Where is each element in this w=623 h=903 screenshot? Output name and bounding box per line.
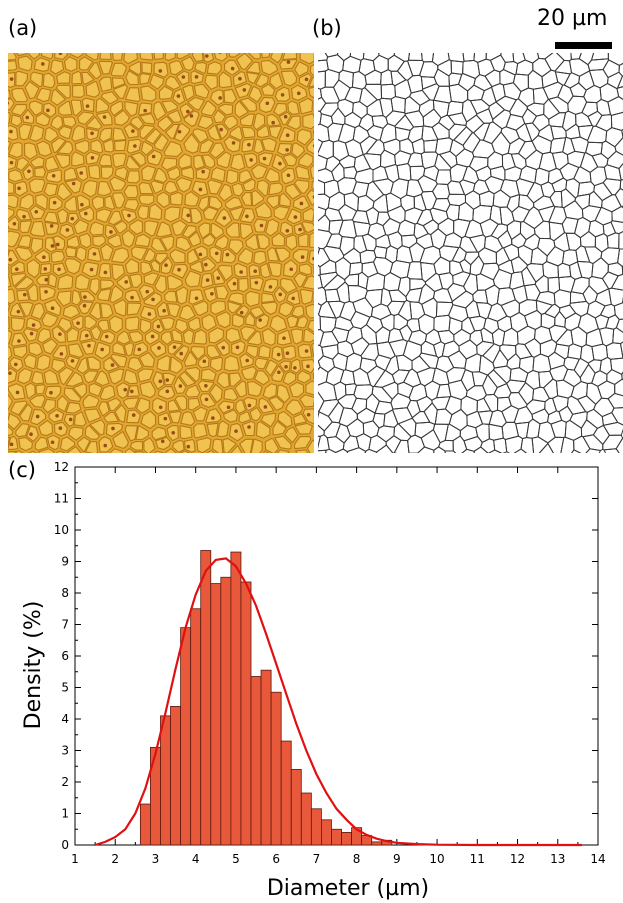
histogram-bar [170, 705, 182, 846]
voronoi-tessellation [318, 53, 623, 453]
panel-label-a: (a) [8, 16, 38, 40]
panel-label-c: (c) [8, 458, 36, 482]
y-tick-label: 5 [61, 681, 69, 695]
histogram-bar [280, 740, 292, 846]
x-tick-label: 8 [353, 852, 361, 866]
x-tick-label: 14 [590, 852, 605, 866]
x-tick-label: 1 [71, 852, 79, 866]
histogram-bar [160, 715, 171, 846]
scale-bar-label: 20 µm [537, 6, 608, 31]
y-tick-label: 9 [61, 555, 69, 569]
x-tick-label: 13 [550, 852, 565, 866]
histogram-bar [300, 792, 312, 846]
histogram-bar [341, 831, 352, 846]
histogram-bar [270, 691, 282, 846]
histogram-bar [310, 808, 322, 846]
x-tick-label: 4 [192, 852, 200, 866]
optical-micrograph [8, 53, 314, 453]
histogram-bar [210, 583, 222, 846]
y-tick-label: 2 [61, 775, 69, 789]
histogram-bar [200, 550, 212, 846]
x-tick-label: 5 [232, 852, 240, 866]
x-tick-label: 3 [152, 852, 160, 866]
y-tick-label: 4 [61, 712, 69, 726]
y-tick-label: 3 [61, 744, 69, 758]
x-tick-label: 12 [510, 852, 525, 866]
y-tick-label: 10 [54, 523, 69, 537]
histogram-bar [240, 581, 252, 846]
histogram-bar [321, 819, 332, 846]
histogram-bar [230, 551, 242, 846]
histogram-bar [139, 803, 151, 846]
x-axis-label: Diameter (µm) [267, 876, 429, 901]
y-tick-label: 6 [61, 649, 69, 663]
y-tick-label: 0 [61, 838, 69, 852]
histogram-bar [220, 576, 232, 846]
x-tick-label: 6 [272, 852, 280, 866]
histogram-bars [139, 550, 393, 846]
scale-bar [555, 42, 612, 49]
panel-label-b: (b) [312, 16, 342, 40]
y-tick-label: 12 [54, 460, 69, 474]
y-tick-label: 8 [61, 586, 69, 600]
histogram-bar [250, 676, 262, 846]
x-tick-label: 11 [470, 852, 485, 866]
gaussian-fit-line [94, 557, 582, 847]
y-axis-label: Density (%) [21, 601, 46, 730]
x-tick-label: 9 [393, 852, 401, 866]
x-tick-label: 7 [313, 852, 321, 866]
histogram-bar [190, 608, 202, 846]
histogram-bar [180, 627, 192, 846]
histogram-bar [260, 669, 272, 846]
y-tick-label: 11 [54, 492, 69, 506]
histogram-bar [371, 841, 383, 846]
histogram-bar [290, 768, 302, 846]
y-tick-label: 7 [61, 618, 69, 632]
y-tick-label: 1 [61, 807, 69, 821]
x-tick-label: 10 [429, 852, 444, 866]
x-tick-label: 2 [111, 852, 119, 866]
histogram-bar [331, 828, 342, 846]
